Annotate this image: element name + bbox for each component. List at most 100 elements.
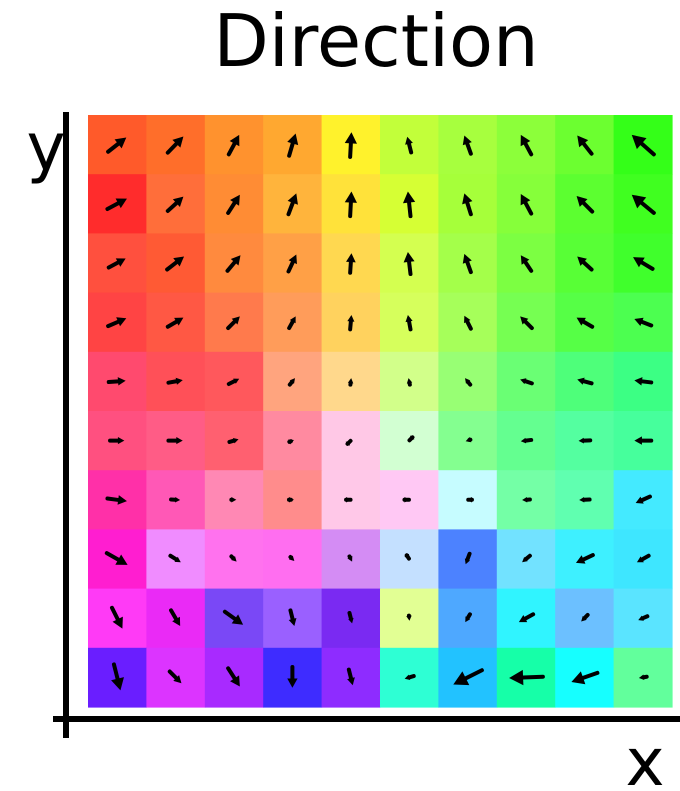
arrow-field bbox=[104, 132, 656, 691]
vector-arrow bbox=[286, 254, 297, 274]
vector-arrow bbox=[169, 497, 181, 503]
vector-arrow bbox=[462, 193, 473, 217]
vector-arrow bbox=[520, 134, 534, 157]
vector-arrow bbox=[522, 496, 532, 503]
vector-arrow bbox=[344, 497, 353, 503]
vector-arrow bbox=[520, 378, 534, 386]
vector-arrow bbox=[520, 437, 534, 444]
vector-arrow bbox=[634, 317, 654, 328]
vector-arrow bbox=[229, 554, 237, 562]
vector-arrow bbox=[518, 612, 536, 623]
vector-arrow bbox=[106, 377, 126, 386]
vector-arrow bbox=[453, 668, 484, 686]
y-axis-label: y bbox=[26, 109, 65, 186]
vector-arrow bbox=[288, 555, 295, 561]
vector-arrow bbox=[347, 378, 354, 387]
vector-arrow bbox=[287, 665, 298, 688]
vector-arrow bbox=[286, 497, 294, 503]
vector-arrow bbox=[405, 315, 413, 332]
vector-arrow bbox=[106, 317, 127, 329]
vector-arrow bbox=[520, 194, 534, 216]
vector-arrow bbox=[509, 669, 545, 686]
x-axis-label: x bbox=[625, 724, 664, 791]
vector-arrow bbox=[520, 255, 534, 273]
vector-arrow bbox=[227, 438, 239, 444]
vector-arrow bbox=[465, 378, 473, 387]
vector-arrow bbox=[465, 612, 472, 623]
vector-arrow bbox=[576, 317, 595, 329]
vector-arrow bbox=[462, 253, 473, 275]
vector-arrow bbox=[344, 191, 357, 219]
vector-arrow bbox=[522, 553, 532, 563]
vector-arrow bbox=[111, 662, 124, 691]
vector-arrow bbox=[287, 316, 296, 331]
vector-arrow bbox=[105, 495, 127, 505]
vector-arrow bbox=[347, 554, 353, 562]
vector-arrow bbox=[631, 194, 656, 215]
vector-arrow bbox=[346, 253, 356, 275]
vector-arrow bbox=[104, 551, 128, 565]
vector-arrow bbox=[167, 669, 182, 684]
vector-arrow bbox=[286, 193, 298, 217]
vector-arrow bbox=[405, 136, 414, 155]
vector-arrow bbox=[462, 135, 473, 156]
vector-arrow bbox=[575, 553, 595, 564]
vector-arrow bbox=[464, 551, 472, 565]
vector-arrow bbox=[402, 191, 416, 219]
vector-arrow bbox=[225, 255, 241, 273]
vector-arrow bbox=[464, 315, 473, 331]
vector-arrow bbox=[222, 609, 244, 625]
vector-arrow bbox=[347, 315, 355, 332]
vector-arrow bbox=[466, 497, 474, 503]
vector-arrow bbox=[576, 196, 595, 214]
vector-arrow bbox=[226, 134, 240, 157]
vector-arrow bbox=[403, 251, 415, 277]
vector-arrow bbox=[578, 437, 593, 444]
vector-arrow bbox=[631, 134, 656, 157]
vector-arrow bbox=[406, 613, 412, 621]
vector-arrow bbox=[288, 608, 297, 626]
vector-arrow bbox=[106, 258, 126, 270]
vector-arrow bbox=[406, 378, 413, 387]
vector-arrow bbox=[345, 438, 353, 446]
vector-arrow bbox=[404, 674, 416, 680]
vector-arrow bbox=[577, 377, 594, 386]
vector-arrow bbox=[287, 439, 294, 445]
vector-arrow bbox=[226, 316, 240, 331]
vector-arrow bbox=[520, 316, 534, 331]
vector-arrow bbox=[634, 377, 654, 386]
vector-arrow bbox=[229, 497, 237, 503]
vector-arrow bbox=[165, 317, 184, 329]
vector-arrow bbox=[226, 194, 240, 215]
vector-arrow bbox=[577, 135, 594, 156]
vector-arrow bbox=[226, 378, 240, 386]
vector-arrow bbox=[638, 614, 650, 621]
vector-arrow bbox=[402, 497, 411, 503]
vector-arrow bbox=[166, 377, 183, 385]
vector-arrow bbox=[634, 436, 654, 445]
vector-arrow bbox=[226, 666, 240, 687]
vector-arrow bbox=[638, 674, 649, 680]
vector-arrow bbox=[108, 437, 125, 445]
vector-arrow bbox=[169, 608, 181, 626]
vector-arrow bbox=[347, 611, 354, 624]
vector-arrow bbox=[287, 133, 299, 158]
vector-arrow bbox=[110, 605, 123, 629]
vector-arrow bbox=[635, 494, 652, 504]
vector-arrow bbox=[105, 198, 127, 211]
vector-arrow bbox=[168, 553, 181, 563]
vector-arrow bbox=[404, 553, 411, 561]
vector-arrow bbox=[465, 437, 473, 443]
chart-title: Direction bbox=[213, 0, 538, 83]
vector-arrow bbox=[407, 435, 415, 443]
vector-arrow bbox=[577, 256, 594, 272]
vector-arrow bbox=[633, 257, 655, 271]
vector-arrow bbox=[344, 132, 357, 159]
vector-arrow bbox=[165, 136, 184, 155]
vector-arrow bbox=[165, 256, 185, 272]
vector-arrow bbox=[165, 196, 184, 213]
vector-arrow bbox=[166, 437, 183, 445]
vector-arrow bbox=[571, 670, 600, 685]
vector-arrow bbox=[579, 497, 592, 503]
vector-arrow bbox=[636, 553, 651, 563]
